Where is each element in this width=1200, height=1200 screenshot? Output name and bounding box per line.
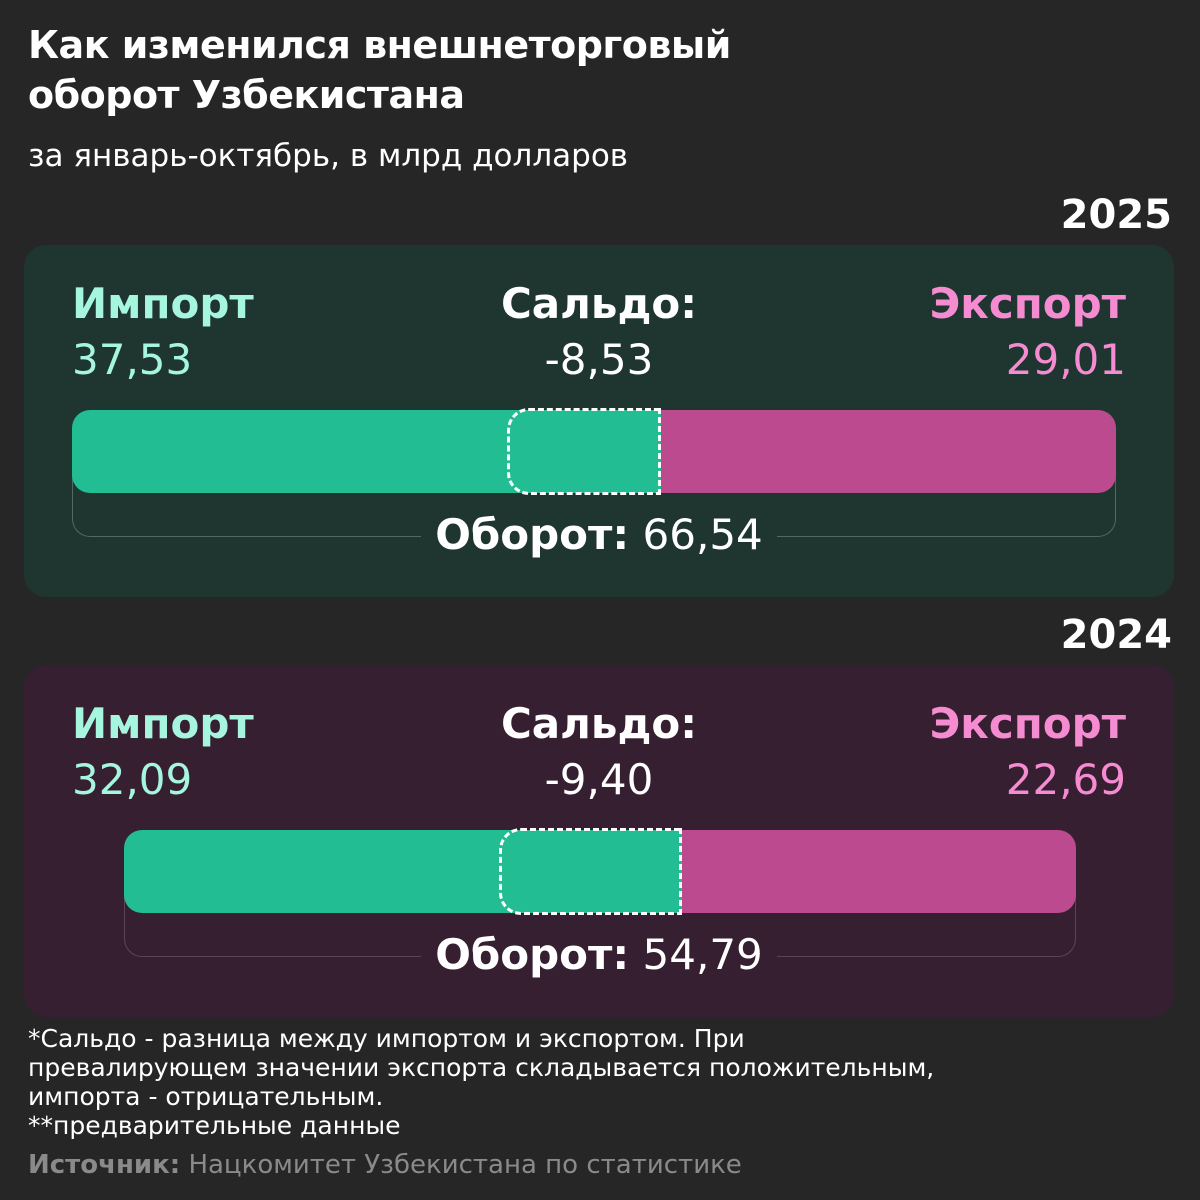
- import-label: Импорт: [72, 279, 254, 328]
- import-value: 37,53: [72, 335, 193, 384]
- year-label-2024: 2024: [1060, 612, 1172, 658]
- export-value: 29,01: [1005, 335, 1126, 384]
- export-label: Экспорт: [929, 279, 1126, 328]
- saldo-box: [499, 828, 682, 915]
- export-label: Экспорт: [929, 699, 1126, 748]
- source: Источник: Нацкомитет Узбекистана по стат…: [28, 1150, 742, 1180]
- chart-title: Как изменился внешнеторговый оборот Узбек…: [28, 23, 731, 117]
- export-bar: [682, 830, 1076, 913]
- chart-subtitle: за январь-октябрь, в млрд долларов: [28, 138, 629, 174]
- saldo-label: Сальдо:: [500, 279, 698, 328]
- year-label-2025: 2025: [1060, 192, 1172, 238]
- footnote: *Сальдо - разница между импортом и экспо…: [28, 1024, 935, 1140]
- turnover-text: Оборот: 54,79: [24, 930, 1174, 979]
- import-bar: [72, 410, 661, 493]
- saldo-value: -8,53: [544, 335, 654, 384]
- saldo-label: Сальдо:: [500, 699, 698, 748]
- panel-2025: Импорт 37,53 Сальдо: -8,53 Экспорт 29,01…: [24, 245, 1174, 597]
- stacked-bar: [72, 410, 1116, 493]
- export-value: 22,69: [1005, 755, 1126, 804]
- stacked-bar: [124, 830, 1076, 913]
- import-bar: [124, 830, 682, 913]
- import-label: Импорт: [72, 699, 254, 748]
- export-bar: [661, 410, 1116, 493]
- turnover-text: Оборот: 66,54: [24, 510, 1174, 559]
- panel-2024: Импорт 32,09 Сальдо: -9,40 Экспорт 22,69…: [24, 665, 1174, 1017]
- saldo-box: [507, 408, 661, 495]
- import-value: 32,09: [72, 755, 193, 804]
- saldo-value: -9,40: [544, 755, 654, 804]
